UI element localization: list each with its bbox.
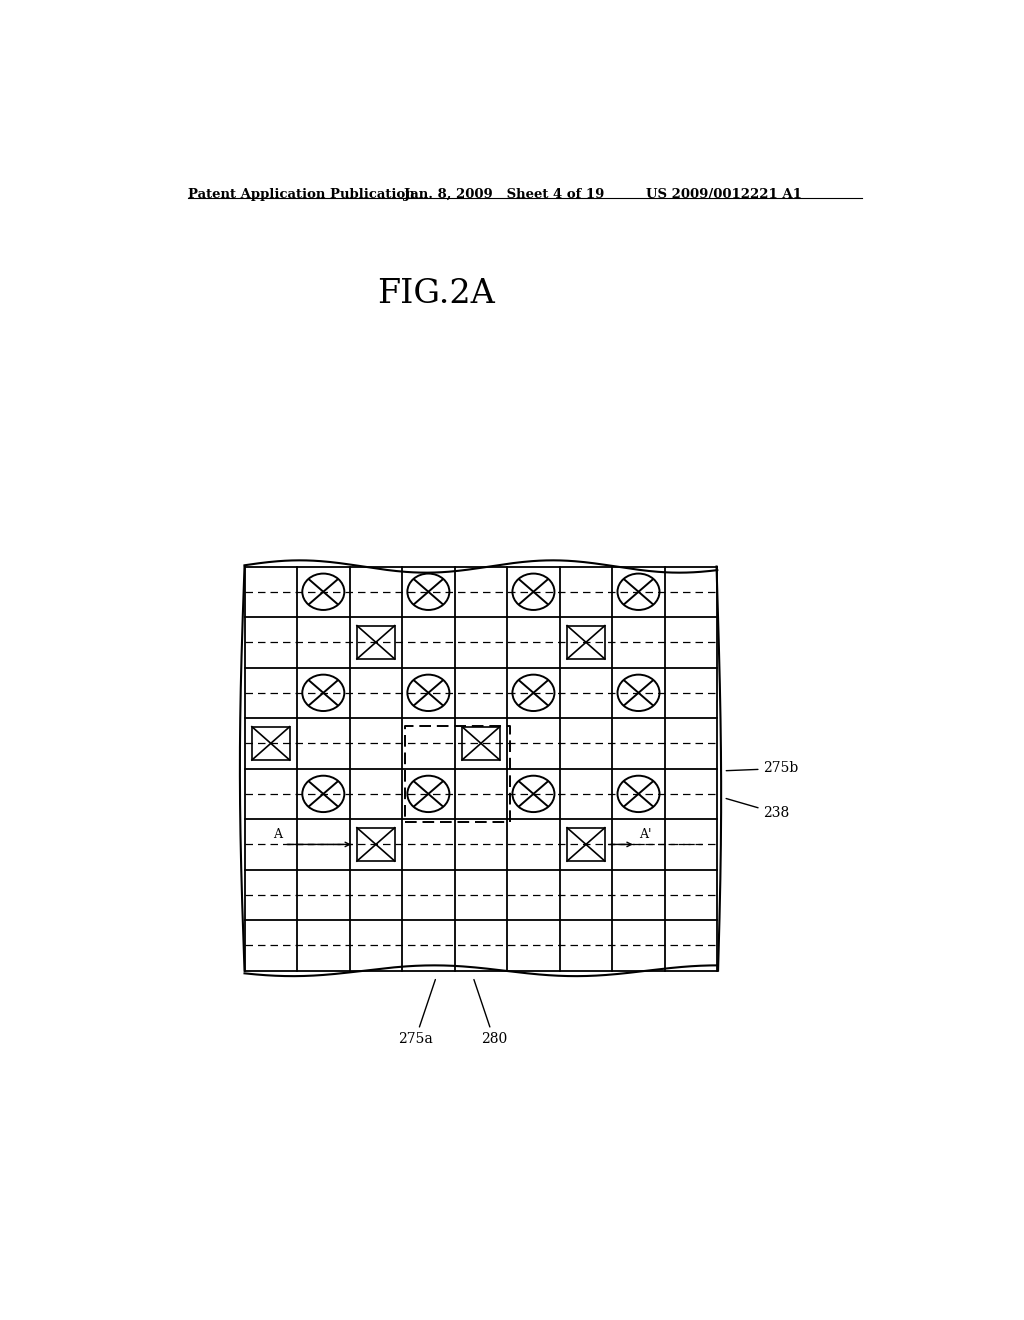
Bar (357, 828, 395, 861)
Text: 275a: 275a (398, 979, 435, 1047)
Text: A: A (273, 829, 283, 841)
Text: US 2009/0012221 A1: US 2009/0012221 A1 (646, 187, 803, 201)
Text: FIG.2A: FIG.2A (377, 277, 495, 310)
Text: A': A' (639, 829, 651, 841)
Text: 280: 280 (474, 979, 507, 1047)
Bar (567, 828, 605, 861)
Text: Patent Application Publication: Patent Application Publication (188, 187, 415, 201)
Text: Jan. 8, 2009   Sheet 4 of 19: Jan. 8, 2009 Sheet 4 of 19 (403, 187, 604, 201)
Bar (357, 626, 395, 659)
Bar (462, 727, 500, 760)
Bar (252, 727, 290, 760)
Bar (567, 626, 605, 659)
Text: 275b: 275b (726, 762, 799, 775)
Text: 238: 238 (726, 799, 790, 820)
